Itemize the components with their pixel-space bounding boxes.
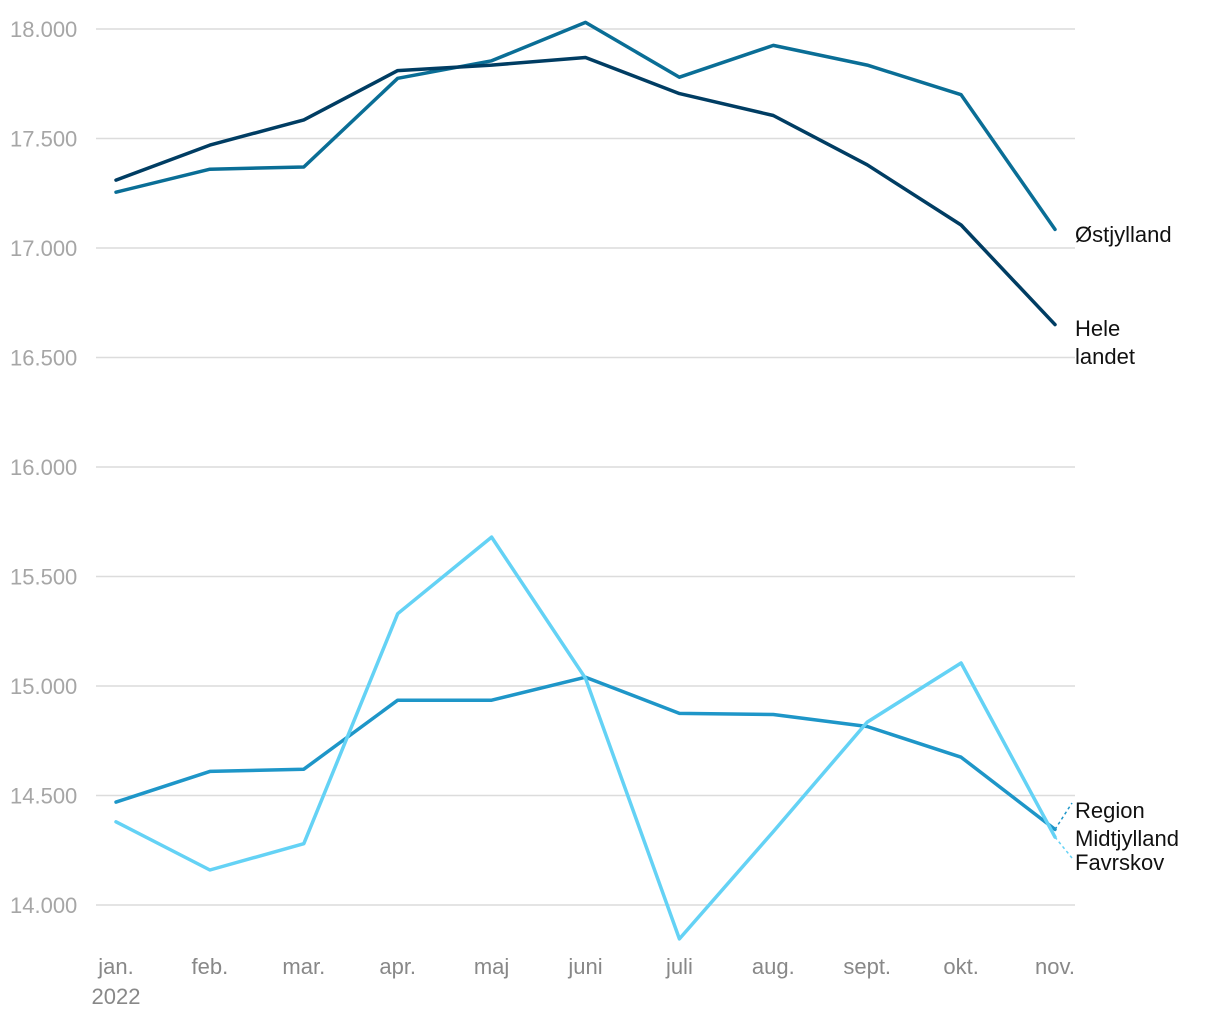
series-label-region-midtjylland: Region Midtjylland <box>1075 798 1179 851</box>
series-lines <box>114 20 1057 941</box>
y-tick-label: 17.000 <box>10 236 77 261</box>
x-tick-label: juni <box>567 954 602 979</box>
y-tick-label: 15.500 <box>10 565 77 590</box>
x-tick-label: juli <box>665 954 693 979</box>
series-line-region-midtjylland <box>114 675 1057 832</box>
x-tick-label: okt. <box>943 954 978 979</box>
y-tick-label: 14.500 <box>10 784 77 809</box>
series-label-favrskov: Favrskov <box>1075 850 1164 875</box>
y-tick-label: 16.500 <box>10 346 77 371</box>
x-year-label: 2022 <box>92 984 141 1009</box>
x-tick-label: nov. <box>1035 954 1075 979</box>
y-tick-label: 14.000 <box>10 893 77 918</box>
y-tick-label: 17.500 <box>10 127 77 152</box>
x-tick-label: maj <box>474 954 509 979</box>
label-leader-region-midtjylland <box>1054 802 1073 830</box>
series-line-hele-landet <box>114 55 1057 327</box>
series-line-østjylland <box>114 20 1057 232</box>
x-tick-label: sept. <box>843 954 891 979</box>
x-tick-label: aug. <box>752 954 795 979</box>
x-tick-label: mar. <box>282 954 325 979</box>
y-tick-label: 15.000 <box>10 674 77 699</box>
x-tick-label: jan. <box>97 954 133 979</box>
x-axis: jan. feb. mar. apr. maj juni juli aug. sept. okt.… <box>92 954 1075 1009</box>
y-tick-label: 18.000 <box>10 17 77 42</box>
gridlines <box>96 28 1075 906</box>
series-line-favrskov <box>114 535 1057 941</box>
series-label-hele-landet: Hele landet <box>1075 316 1135 369</box>
y-tick-label: 16.000 <box>10 455 77 480</box>
y-axis: 14.000 14.500 15.000 15.500 16.000 16.500 17.0… <box>10 17 77 918</box>
series-labels: Østjylland Hele landet Region MidtjyllandFav… <box>1054 222 1179 875</box>
label-leader-favrskov <box>1054 836 1073 859</box>
x-tick-label: feb. <box>192 954 229 979</box>
x-tick-label: apr. <box>379 954 416 979</box>
series-label-østjylland: Østjylland <box>1075 222 1172 247</box>
